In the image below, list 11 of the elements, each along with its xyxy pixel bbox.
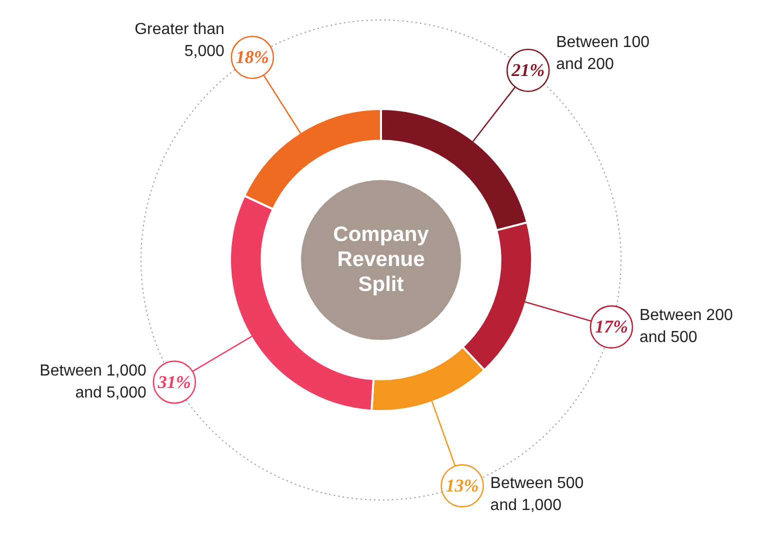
data-label: 31% <box>156 372 191 392</box>
data-label: 13% <box>446 475 479 496</box>
data-label: 21% <box>510 60 545 80</box>
slice-label: Between 200 and 500 <box>639 307 733 346</box>
data-label: 18% <box>236 47 269 68</box>
text: Company Revenue Split <box>333 222 430 296</box>
slice-label: Greater than 5,000 <box>134 20 224 60</box>
slice-label: Between 1,000 and 5,000 <box>40 362 147 402</box>
data-label: 17% <box>594 316 628 337</box>
slice-label: Between 500 and 1,000 <box>490 475 584 514</box>
slice-label: Between 100 and 200 <box>556 34 650 73</box>
